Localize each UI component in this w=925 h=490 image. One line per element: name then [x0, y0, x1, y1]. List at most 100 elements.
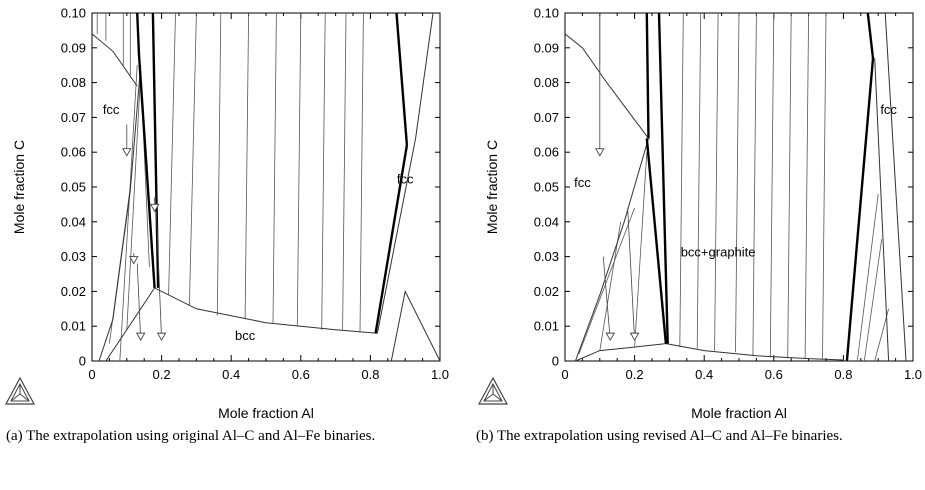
y-tick-label: 0.04 — [61, 214, 86, 229]
y-tick-label: 0.07 — [534, 110, 559, 125]
arrow-line — [155, 211, 162, 341]
tie-line — [769, 12, 775, 358]
phase-boundary — [390, 289, 441, 362]
tie-line — [804, 12, 809, 359]
tie-line — [272, 12, 277, 323]
y-tick-label: 0.10 — [61, 6, 86, 21]
x-tick-label: 1.0 — [904, 367, 922, 382]
arrow-head-icon — [128, 256, 139, 265]
phase-boundary — [154, 287, 378, 334]
arrow-line — [627, 207, 635, 341]
arrow-head-icon — [629, 332, 640, 342]
region-label: fcc — [574, 175, 591, 190]
tie-line — [752, 12, 757, 356]
phase-boundary — [574, 138, 649, 362]
chart-a: 0 0.01 0.02 0.03 0.04 0.05 0.06 0.07 0.08 0.09 0.1… — [4, 6, 449, 420]
x-tick-label: 0.8 — [834, 367, 852, 382]
y-tick-label: 0.08 — [534, 75, 559, 90]
x-tick-label: 0 — [88, 367, 95, 382]
phase-boundary — [376, 12, 434, 334]
region-label: bcc — [235, 328, 256, 343]
arrow-head-icon — [149, 203, 160, 213]
region-label: fcc — [397, 172, 414, 187]
phase-boundary — [98, 65, 142, 362]
tie-line — [119, 65, 138, 362]
tie-line — [216, 12, 222, 316]
three-phase-edge — [866, 12, 875, 59]
y-tick-label: 0.05 — [61, 180, 86, 195]
y-tick-label: 0.07 — [61, 110, 86, 125]
arrow-head-icon — [595, 148, 605, 157]
y-axis-label: Mole fraction C — [11, 140, 27, 234]
thermo-calc-logo-icon — [4, 376, 36, 405]
arrow-line — [602, 256, 611, 341]
tie-line — [578, 207, 635, 355]
three-phase-edge — [645, 138, 668, 344]
tie-line — [359, 12, 364, 332]
x-tick-label: 0.6 — [292, 367, 310, 382]
x-tick-label: 0.4 — [695, 367, 713, 382]
region-label: fcc — [103, 102, 120, 117]
y-tick-label: 0.03 — [61, 249, 86, 264]
x-tick-label: 0.6 — [765, 367, 783, 382]
tie-line — [342, 12, 347, 330]
chart-b: 0 0.01 0.02 0.03 0.04 0.05 0.06 0.07 0.08 0.09 0.1… — [477, 6, 922, 420]
x-tick-label: 0.4 — [222, 367, 240, 382]
tie-line — [634, 152, 648, 348]
y-tick-label: 0.09 — [61, 40, 86, 55]
tie-line — [296, 12, 302, 327]
three-phase-edge — [151, 12, 160, 288]
y-tick-label: 0.10 — [534, 6, 559, 21]
y-axis-label: Mole fraction C — [484, 140, 500, 234]
y-tick-label: 0.02 — [534, 284, 559, 299]
three-phase-edge — [845, 58, 875, 362]
region-label: fcc — [880, 102, 897, 117]
phase-boundary — [105, 287, 156, 362]
y-tick-label: 0 — [552, 354, 559, 369]
x-axis-label: Mole fraction Al — [691, 405, 787, 420]
y-tick-label: 0.01 — [534, 319, 559, 334]
arrow-head-icon — [135, 332, 146, 342]
tie-line — [168, 12, 176, 295]
y-tick-label: 0.02 — [61, 284, 86, 299]
phase-boundary — [91, 33, 138, 87]
y-tick-label: 0.06 — [61, 145, 86, 160]
phase-boundary — [874, 58, 890, 362]
tie-line — [696, 12, 702, 349]
three-phase-edge — [374, 145, 409, 334]
arrow-head-icon — [156, 332, 167, 342]
caption-a: (a) The extrapolation using original Al–… — [6, 428, 376, 444]
tie-line — [244, 12, 249, 320]
arrow-head-icon — [605, 332, 616, 342]
y-tick-label: 0.06 — [534, 145, 559, 160]
phase-boundary — [575, 343, 666, 362]
tie-line — [822, 12, 827, 360]
x-tick-label: 0.8 — [361, 367, 379, 382]
y-tick-label: 0.05 — [534, 180, 559, 195]
caption-b: (b) The extrapolation using revised Al–C… — [476, 428, 843, 444]
y-tick-label: 0 — [79, 354, 86, 369]
x-tick-label: 0.2 — [626, 367, 644, 382]
y-tick-label: 0.01 — [61, 319, 86, 334]
phase-boundary — [564, 33, 649, 139]
phase-boundary — [884, 12, 907, 362]
x-tick-label: 0.2 — [153, 367, 171, 382]
tie-line — [714, 12, 719, 351]
tie-line — [321, 12, 326, 330]
y-tick-label: 0.03 — [534, 249, 559, 264]
tie-line — [787, 12, 792, 359]
arrow-line — [136, 263, 142, 341]
tie-line — [735, 12, 740, 353]
tie-line — [126, 72, 142, 330]
thermo-calc-logo-icon — [477, 376, 509, 405]
plot-frame — [91, 12, 441, 362]
three-phase-edge — [657, 12, 669, 344]
phase-boundary — [665, 343, 844, 361]
tie-line — [189, 12, 197, 306]
tie-line — [679, 12, 684, 348]
three-phase-edge — [395, 12, 409, 146]
y-tick-label: 0.08 — [61, 75, 86, 90]
x-tick-label: 0 — [561, 367, 568, 382]
x-axis-label: Mole fraction Al — [218, 405, 314, 420]
three-phase-edge — [136, 12, 156, 288]
